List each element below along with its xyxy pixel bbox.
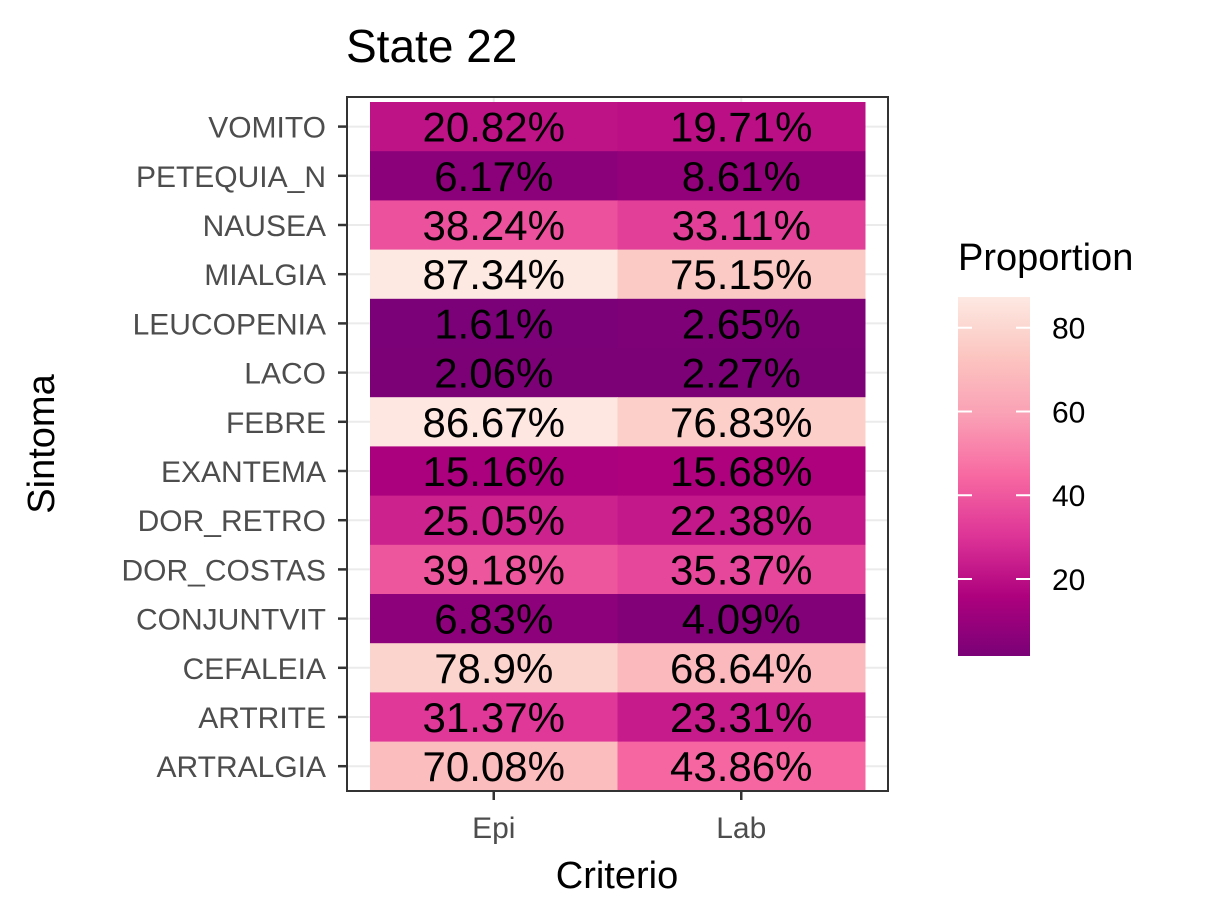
- heatmap-cell: [617, 495, 866, 546]
- y-tick-label: DOR_COSTAS: [122, 554, 326, 587]
- heatmap-cell: [617, 692, 866, 743]
- heatmap-cell: [370, 397, 618, 447]
- heatmap-cell: [370, 348, 618, 398]
- heatmap-cell: [370, 298, 618, 349]
- cell-label: 6.17%: [434, 153, 553, 200]
- heatmap-cell: [617, 298, 866, 349]
- legend: Proportion 20 40 60 80: [958, 237, 1133, 656]
- cell-label: 6.83%: [434, 596, 553, 643]
- cell-label: 25.05%: [423, 497, 565, 544]
- cell-label: 43.86%: [670, 743, 812, 790]
- heatmap-cell: [370, 102, 618, 152]
- heatmap-cell: [617, 741, 866, 792]
- legend-tick-label: 20: [1052, 564, 1085, 597]
- cell-label: 70.08%: [423, 743, 565, 790]
- y-axis-title: Sintoma: [21, 373, 63, 513]
- heatmap-cell: [617, 643, 866, 693]
- x-tick-label: Epi: [472, 812, 515, 845]
- heatmap-cell: [617, 594, 866, 644]
- panel-border: [346, 96, 889, 792]
- y-tick-label: NAUSEA: [203, 210, 326, 243]
- cell-label: 33.11%: [672, 202, 811, 249]
- x-axis: Epi Lab: [472, 791, 766, 845]
- legend-ticks: 20 40 60 80: [958, 313, 1085, 597]
- heatmap-cell: [370, 741, 618, 792]
- x-tick-label: Lab: [716, 812, 766, 845]
- cell-label: 22.38%: [670, 497, 812, 544]
- cell-label: 20.82%: [423, 104, 565, 151]
- heatmap-cell: [617, 151, 866, 201]
- cell-label: 39.18%: [423, 546, 565, 593]
- legend-tick-label: 40: [1052, 480, 1085, 513]
- heatmap-cell: [370, 544, 618, 595]
- heatmap-cell: [617, 397, 866, 447]
- heatmap-cell: [617, 102, 866, 152]
- heatmap-cell: [617, 544, 866, 595]
- chart-title: State 22: [346, 20, 517, 72]
- y-tick-label: VOMITO: [208, 112, 326, 145]
- cell-label: 2.06%: [434, 350, 553, 397]
- y-axis: VOMITO PETEQUIA_N NAUSEA MIALGIA LEUCOPENIA L…: [122, 112, 347, 784]
- cell-label: 1.61%: [434, 300, 553, 347]
- y-tick-label: CONJUNTVIT: [136, 604, 326, 637]
- cell-label: 38.24%: [423, 202, 565, 249]
- cell-label: 31.37%: [423, 694, 565, 741]
- legend-title: Proportion: [958, 237, 1133, 279]
- y-tick-label: CEFALEIA: [183, 653, 326, 686]
- y-tick-label: PETEQUIA_N: [136, 161, 326, 194]
- heatmap-cell: [370, 151, 618, 201]
- heatmap-cell: [617, 446, 866, 497]
- heatmap-cell: [370, 643, 618, 693]
- heatmap-cell: [617, 200, 866, 251]
- cell-label: 35.37%: [670, 546, 812, 593]
- heatmap-cell: [617, 249, 866, 300]
- heatmap-cell: [370, 249, 618, 300]
- cell-label: 78.9%: [434, 645, 553, 692]
- y-tick-label: EXANTEMA: [161, 456, 326, 489]
- y-tick-label: LEUCOPENIA: [133, 308, 326, 341]
- cell-label: 68.64%: [670, 645, 812, 692]
- legend-tick-label: 60: [1052, 396, 1085, 429]
- cell-label: 2.27%: [682, 350, 801, 397]
- legend-tick-label: 80: [1052, 313, 1085, 346]
- cell-label: 8.61%: [682, 153, 801, 200]
- cell-label: 4.09%: [682, 596, 801, 643]
- y-tick-label: FEBRE: [226, 407, 326, 440]
- y-tick-label: ARTRALGIA: [157, 751, 327, 784]
- y-tick-label: ARTRITE: [198, 702, 326, 735]
- cell-labels: 20.82% 19.71% 6.17% 8.61% 38.24% 33.11% 87.34%…: [423, 104, 813, 791]
- legend-colorbar: [958, 297, 1030, 656]
- y-tick-label: DOR_RETRO: [138, 505, 326, 538]
- cell-label: 87.34%: [423, 251, 565, 298]
- cell-label: 19.71%: [670, 104, 812, 151]
- cell-label: 75.15%: [670, 251, 812, 298]
- heatmap-cells: [370, 102, 866, 792]
- cell-label: 86.67%: [423, 399, 565, 446]
- cell-label: 15.68%: [670, 448, 812, 495]
- heatmap-cell: [370, 446, 618, 497]
- y-tick-label: LACO: [244, 358, 326, 391]
- heatmap-cell: [370, 495, 618, 546]
- plot-panel: 20.82% 19.71% 6.17% 8.61% 38.24% 33.11% 87.34%…: [346, 96, 889, 792]
- cell-label: 76.83%: [670, 399, 812, 446]
- y-tick-label: MIALGIA: [204, 259, 326, 292]
- heatmap-cell: [370, 594, 618, 644]
- heatmap-cell: [370, 200, 618, 251]
- cell-label: 23.31%: [670, 694, 812, 741]
- heatmap-cell: [617, 348, 866, 398]
- cell-label: 15.16%: [423, 448, 565, 495]
- x-axis-title: Criterio: [556, 855, 678, 897]
- cell-label: 2.65%: [682, 300, 801, 347]
- heatmap-cell: [370, 692, 618, 743]
